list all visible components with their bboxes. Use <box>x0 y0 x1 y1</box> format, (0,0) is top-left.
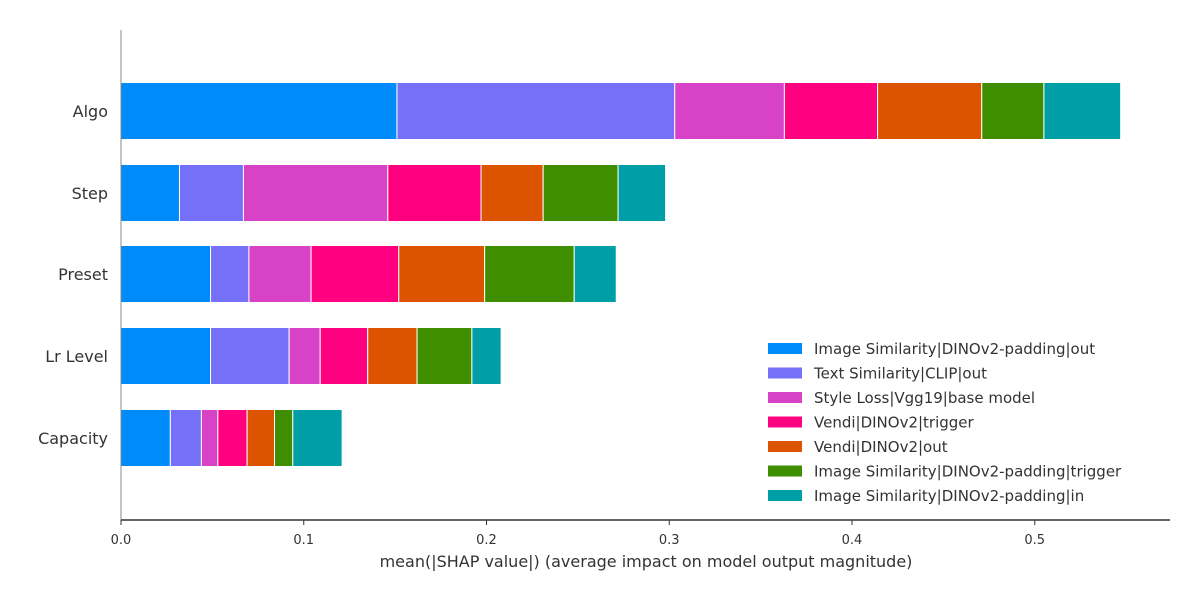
bar-preset-series-0 <box>120 245 212 303</box>
legend-label-6: Image Similarity|DINOv2-padding|in <box>814 487 1084 505</box>
category-label-algo: Algo <box>73 102 108 121</box>
legend-swatch-6 <box>768 490 802 501</box>
legend: Image Similarity|DINOv2-padding|out Text … <box>768 340 1122 505</box>
x-tick-label: 0.2 <box>476 533 497 548</box>
bar-capacity-series-6 <box>292 409 343 467</box>
bar-capacity-series-4 <box>246 409 276 467</box>
category-label-step: Step <box>72 184 108 203</box>
category-label-lr-level: Lr Level <box>45 347 108 366</box>
bars-group <box>120 82 1122 467</box>
legend-swatch-3 <box>768 416 802 428</box>
bar-preset-series-2 <box>248 245 312 303</box>
x-tick-label: 0.1 <box>293 533 314 548</box>
category-label-capacity: Capacity <box>38 429 108 448</box>
bar-capacity-series-1 <box>169 409 202 467</box>
bar-step-series-4 <box>480 164 544 222</box>
x-axis-title: mean(|SHAP value|) (average impact on mo… <box>380 552 913 571</box>
legend-label-1: Text Similarity|CLIP|out <box>813 365 987 383</box>
bar-lr-level-series-1 <box>210 327 290 385</box>
x-tick-label: 0.3 <box>659 533 680 548</box>
bar-preset-series-5 <box>484 245 575 303</box>
legend-label-5: Image Similarity|DINOv2-padding|trigger <box>814 463 1122 481</box>
bar-preset-series-4 <box>398 245 486 303</box>
bar-algo-series-1 <box>396 82 676 140</box>
legend-swatch-5 <box>768 465 802 477</box>
bar-step-series-0 <box>120 164 180 222</box>
legend-swatch-2 <box>768 392 802 403</box>
legend-label-0: Image Similarity|DINOv2-padding|out <box>814 340 1095 358</box>
category-label-preset: Preset <box>58 265 108 284</box>
x-tick-label: 0.5 <box>1024 533 1045 548</box>
bar-step-series-5 <box>542 164 619 222</box>
bar-algo-series-6 <box>1043 82 1122 140</box>
bar-lr-level-series-4 <box>367 327 418 385</box>
bar-algo-series-0 <box>120 82 398 140</box>
bar-step-series-3 <box>387 164 482 222</box>
legend-label-4: Vendi|DINOv2|out <box>814 438 948 456</box>
legend-swatch-1 <box>768 367 802 379</box>
x-tick-label: 0.4 <box>842 533 863 548</box>
bar-algo-series-3 <box>783 82 879 140</box>
bar-step-series-2 <box>242 164 389 222</box>
bar-preset-series-1 <box>210 245 250 303</box>
bar-lr-level-series-5 <box>416 327 473 385</box>
bar-preset-series-6 <box>573 245 617 303</box>
legend-label-3: Vendi|DINOv2|trigger <box>814 414 975 432</box>
bar-algo-series-5 <box>981 82 1045 140</box>
bar-lr-level-series-0 <box>120 327 212 385</box>
legend-label-2: Style Loss|Vgg19|base model <box>814 389 1035 407</box>
bar-lr-level-series-2 <box>288 327 321 385</box>
legend-swatch-4 <box>768 441 802 452</box>
bar-lr-level-series-3 <box>319 327 369 385</box>
x-ticks-group: 0.0 0.1 0.2 0.3 0.4 0.5 <box>111 520 1045 548</box>
legend-swatch-0 <box>768 343 802 354</box>
bar-algo-series-2 <box>674 82 785 140</box>
bar-lr-level-series-6 <box>471 327 502 385</box>
category-labels-group: Algo Step Preset Lr Level Capacity <box>38 102 108 448</box>
bar-step-series-6 <box>617 164 667 222</box>
bar-preset-series-3 <box>310 245 400 303</box>
bar-capacity-series-5 <box>274 409 294 467</box>
bar-algo-series-4 <box>877 82 983 140</box>
bar-capacity-series-3 <box>217 409 248 467</box>
bar-capacity-series-0 <box>120 409 171 467</box>
bar-capacity-series-2 <box>200 409 219 467</box>
x-tick-label: 0.0 <box>111 533 132 548</box>
bar-step-series-1 <box>178 164 244 222</box>
